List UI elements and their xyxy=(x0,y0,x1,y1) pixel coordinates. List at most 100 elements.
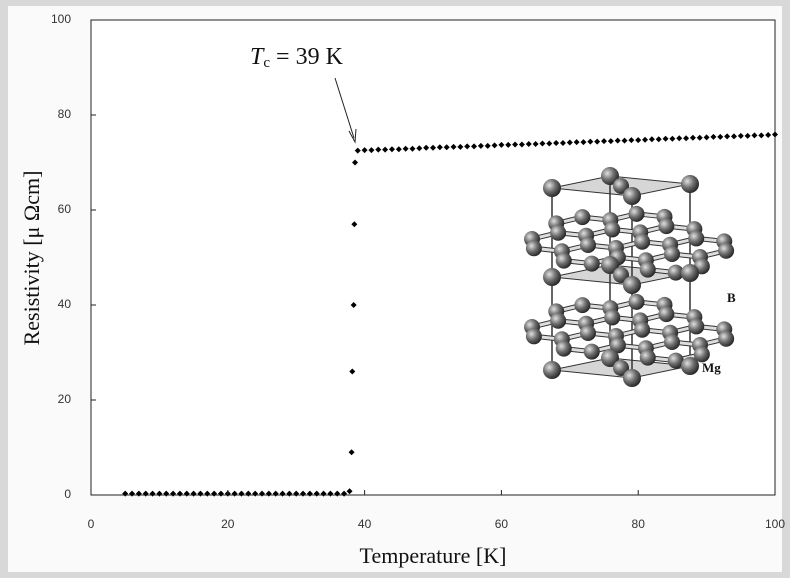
data-point xyxy=(217,490,224,497)
data-point xyxy=(628,137,635,144)
data-point xyxy=(532,140,539,147)
data-point xyxy=(635,137,642,144)
data-point xyxy=(505,141,512,148)
data-point xyxy=(464,143,471,150)
data-point xyxy=(765,131,772,138)
data-point xyxy=(252,490,259,497)
annotation-text: = 39 K xyxy=(276,44,344,70)
data-point xyxy=(642,136,649,143)
annotation-symbol: T xyxy=(250,44,265,70)
data-point xyxy=(758,132,765,139)
atom xyxy=(688,318,705,335)
data-point xyxy=(669,135,676,142)
data-point xyxy=(245,490,252,497)
data-point xyxy=(717,133,724,140)
data-point xyxy=(621,137,628,144)
data-point xyxy=(539,140,546,147)
data-point xyxy=(135,490,142,497)
atom xyxy=(601,349,619,367)
data-point xyxy=(238,490,245,497)
data-point xyxy=(197,490,204,497)
data-point xyxy=(443,144,450,151)
data-point xyxy=(518,141,525,148)
data-point xyxy=(320,490,327,497)
data-point xyxy=(601,138,607,145)
data-point xyxy=(176,490,183,497)
atom xyxy=(604,309,621,326)
data-point xyxy=(352,159,359,166)
atom xyxy=(601,167,619,185)
data-point xyxy=(348,449,355,456)
atom xyxy=(555,340,572,357)
data-point xyxy=(149,490,156,497)
data-point xyxy=(525,140,532,147)
data-point xyxy=(498,141,505,148)
data-point xyxy=(683,135,690,142)
inset-label: Mg xyxy=(702,360,721,375)
atom xyxy=(613,178,629,194)
atom xyxy=(604,221,621,238)
data-point xyxy=(190,490,197,497)
data-point xyxy=(361,147,368,154)
data-point xyxy=(676,135,683,142)
atom xyxy=(628,205,645,222)
x-tick-label: 20 xyxy=(221,517,235,531)
data-point xyxy=(703,134,710,141)
data-point xyxy=(689,134,696,141)
data-point xyxy=(409,145,416,152)
data-point xyxy=(710,133,717,140)
data-point xyxy=(388,146,395,153)
data-point xyxy=(156,490,163,497)
data-point xyxy=(170,490,177,497)
data-point xyxy=(730,133,737,140)
data-point xyxy=(231,490,238,497)
data-point xyxy=(751,132,758,139)
y-tick-label: 20 xyxy=(58,392,72,406)
atom xyxy=(681,264,699,282)
x-tick-label: 80 xyxy=(632,517,646,531)
y-tick-label: 40 xyxy=(58,297,72,311)
data-point xyxy=(724,133,731,140)
annotation-subscript: c xyxy=(263,55,270,71)
data-point xyxy=(648,136,655,143)
data-point xyxy=(142,490,149,497)
data-point xyxy=(279,490,286,497)
atom xyxy=(580,237,596,253)
atom xyxy=(580,325,596,341)
data-point xyxy=(349,368,356,375)
data-point xyxy=(272,490,279,497)
data-point xyxy=(696,134,703,141)
data-point xyxy=(587,138,594,145)
data-points xyxy=(122,131,778,497)
x-tick-label: 0 xyxy=(88,517,95,531)
data-point xyxy=(334,490,341,497)
data-point xyxy=(662,135,669,142)
y-tick-label: 100 xyxy=(51,12,71,26)
atom xyxy=(543,361,561,379)
atom xyxy=(639,261,656,278)
data-point xyxy=(450,143,457,150)
atom xyxy=(623,187,641,205)
atom xyxy=(658,306,675,323)
data-point xyxy=(655,136,662,143)
atom xyxy=(667,264,684,281)
inset-label: B xyxy=(727,290,736,305)
data-point xyxy=(457,143,464,150)
data-point xyxy=(566,139,573,146)
atom xyxy=(613,360,629,376)
data-point xyxy=(351,221,358,228)
data-point xyxy=(423,144,430,151)
data-point xyxy=(265,490,272,497)
y-tick-label: 60 xyxy=(58,202,72,216)
atom xyxy=(583,343,600,360)
data-point xyxy=(491,142,498,149)
data-point xyxy=(402,145,409,152)
atom xyxy=(664,334,680,350)
atom xyxy=(664,246,680,262)
atom xyxy=(623,369,641,387)
data-point xyxy=(580,139,587,146)
data-point xyxy=(471,143,478,150)
y-tick-label: 80 xyxy=(58,107,72,121)
atom xyxy=(609,337,626,354)
